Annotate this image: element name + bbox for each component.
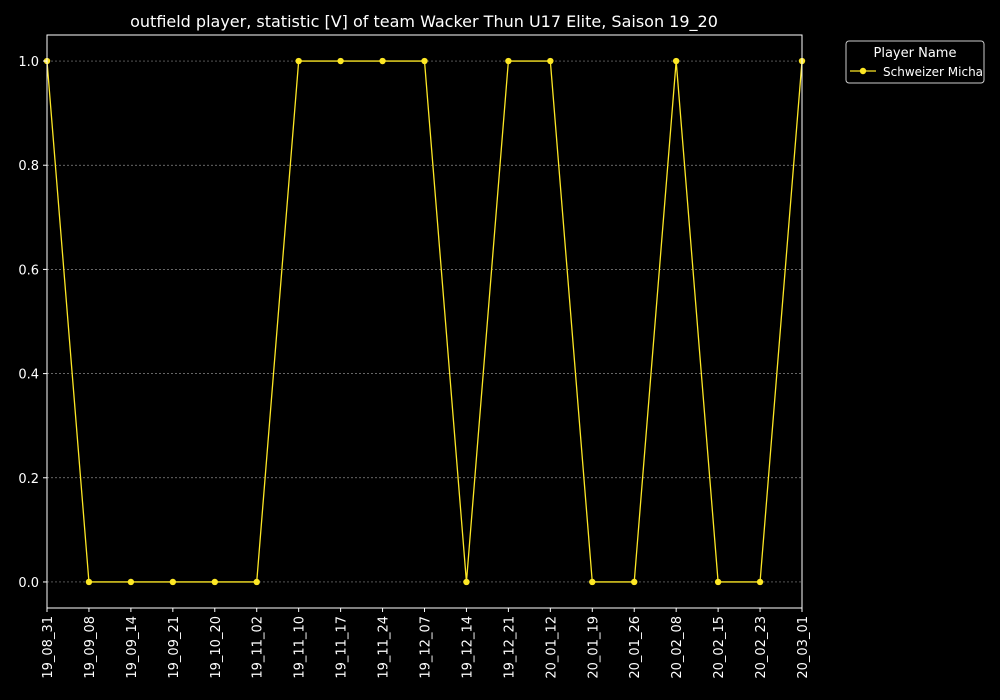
- x-tick-label: 20_03_01: [796, 616, 811, 679]
- data-point: [463, 578, 470, 586]
- y-tick-label: 0.0: [18, 576, 39, 591]
- plot-frame: [46, 34, 803, 609]
- x-tick-label: 20_01_19: [586, 616, 601, 679]
- data-point: [127, 578, 135, 586]
- y-tick-label: 0.6: [18, 263, 39, 278]
- y-tick-label: 0.4: [18, 368, 39, 383]
- x-tick-label: 19_12_07: [419, 616, 434, 679]
- data-point: [85, 578, 93, 586]
- data-point: [421, 57, 428, 65]
- data-point: [547, 57, 554, 65]
- x-tick-label: 19_08_31: [41, 616, 56, 679]
- x-tick-label: 19_10_20: [209, 616, 224, 679]
- x-tick-label: 20_02_15: [712, 616, 727, 679]
- x-tick-label: 20_02_08: [670, 616, 685, 679]
- data-point: [631, 578, 638, 586]
- x-tick-label: 19_11_24: [377, 616, 392, 679]
- x-tick-label: 19_11_02: [251, 616, 266, 679]
- data-point: [253, 578, 260, 586]
- data-point: [505, 57, 512, 65]
- data-point: [379, 57, 386, 65]
- x-tick-label: 20_01_26: [628, 616, 643, 679]
- x-tick-label: 20_01_12: [544, 616, 559, 679]
- y-tick-label: 1.0: [18, 55, 39, 70]
- series-layer: [43, 57, 806, 586]
- legend: Player Name Schweizer Micha: [845, 40, 985, 84]
- x-tick-label: 19_09_14: [125, 616, 140, 679]
- data-point: [672, 57, 680, 65]
- data-point: [295, 57, 302, 65]
- grid-layer: [47, 60, 802, 583]
- data-point: [211, 578, 218, 586]
- y-axis: 0.0 0.2 0.4 0.6 0.8 1.0: [18, 55, 47, 591]
- series-line: [46, 60, 803, 583]
- legend-dot-marker: [859, 67, 867, 75]
- x-tick-label: 20_02_23: [754, 616, 769, 679]
- x-tick-label: 19_12_21: [502, 616, 517, 679]
- legend-box: [845, 40, 985, 84]
- data-point: [169, 578, 177, 586]
- x-tick-label: 19_11_17: [335, 616, 350, 679]
- y-tick-label: 0.8: [18, 159, 39, 174]
- data-point: [337, 57, 344, 65]
- x-tick-label: 19_11_10: [293, 616, 308, 679]
- legend-label: Schweizer Micha: [883, 65, 983, 79]
- data-point: [714, 578, 722, 586]
- chart-title: outfield player, statistic [V] of team W…: [130, 12, 718, 32]
- x-axis: 19_08_31 19_09_08 19_09_14 19_09_21 19_10_20…: [41, 608, 811, 679]
- data-point: [589, 578, 596, 586]
- legend-title: Player Name: [874, 46, 957, 61]
- y-tick-label: 0.2: [18, 472, 39, 487]
- x-tick-label: 19_12_14: [460, 616, 475, 679]
- x-tick-label: 19_09_08: [83, 616, 98, 679]
- x-tick-label: 19_09_21: [167, 616, 182, 679]
- data-point: [756, 578, 764, 586]
